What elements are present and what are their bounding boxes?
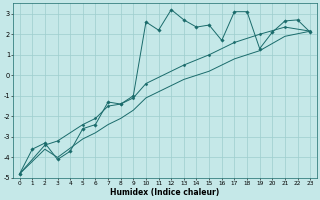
X-axis label: Humidex (Indice chaleur): Humidex (Indice chaleur) [110, 188, 220, 197]
